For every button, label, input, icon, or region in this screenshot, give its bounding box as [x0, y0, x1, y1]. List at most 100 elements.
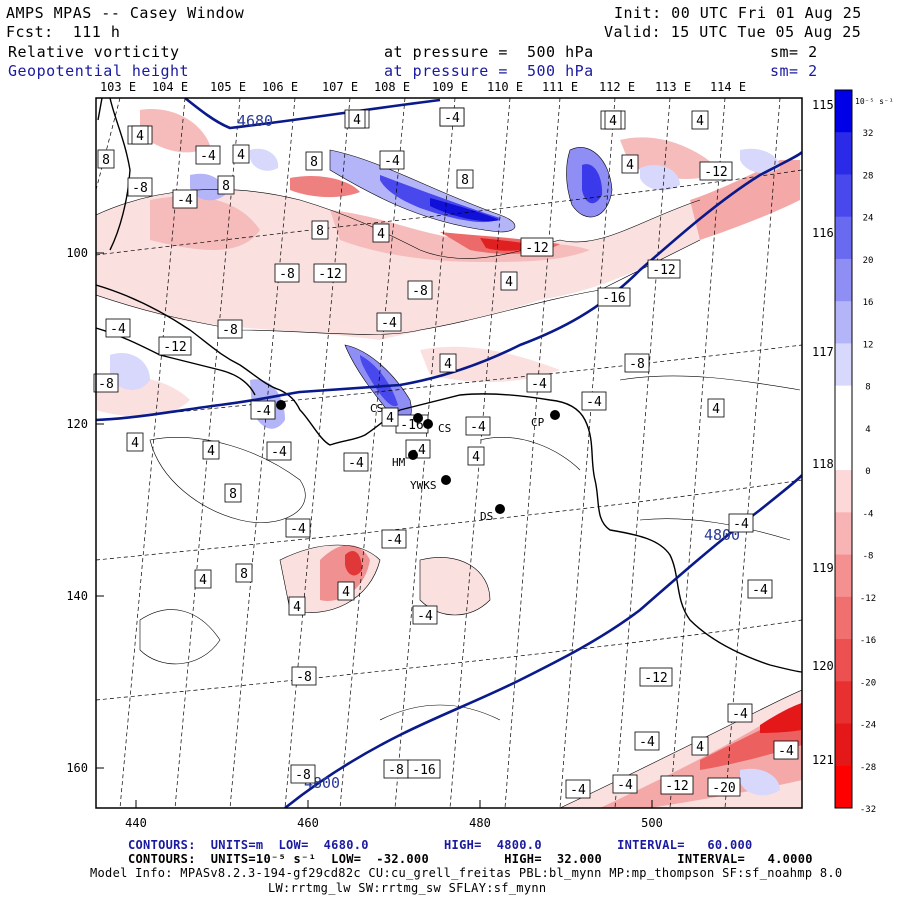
vorticity-contour-label: 4	[136, 129, 144, 144]
vorticity-contour-label: -4	[586, 395, 602, 410]
colorbar-swatch	[835, 427, 852, 471]
vorticity-label-box	[381, 407, 399, 427]
vorticity-contour-label: 4	[444, 357, 452, 372]
vorticity-label-box	[126, 432, 144, 452]
longitude-label: 104 E	[152, 80, 188, 94]
vorticity-contour-label: -4	[617, 778, 633, 793]
colorbar-tick-label: -28	[860, 763, 876, 773]
colorbar-tick-label: -4	[863, 509, 874, 519]
colorbar-tick-label: 16	[863, 298, 874, 308]
footer-vorticity-contours: CONTOURS: UNITS=10⁻⁵ s⁻¹ LOW= -32.000 HI…	[128, 852, 813, 866]
vorticity-contour-label: -8	[388, 763, 404, 778]
x-tick-label: 500	[641, 816, 663, 830]
vorticity-label-box	[699, 161, 733, 181]
positive-vorticity-area	[110, 352, 150, 390]
station-label: YWKS	[410, 479, 437, 492]
vorticity-contour-label: 4	[696, 114, 704, 129]
colorbar-swatch	[835, 343, 852, 387]
vorticity-label-box	[288, 596, 306, 616]
vorticity-label-box	[311, 220, 329, 240]
vorticity-label-box	[217, 175, 235, 195]
field2-smoothing: sm= 2	[770, 62, 818, 80]
vorticity-contour-label: -12	[318, 267, 341, 282]
vorticity-label-box	[407, 759, 441, 779]
positive-vorticity-area	[250, 148, 279, 171]
station-marker	[276, 400, 286, 410]
negative-vorticity-area	[690, 160, 800, 240]
vorticity-contour-label: -12	[644, 671, 667, 686]
vorticity-label-box	[376, 312, 402, 332]
longitude-label: 103 E	[100, 80, 136, 94]
longitude-label: 113 E	[655, 80, 691, 94]
vorticity-label-box	[773, 740, 799, 760]
vorticity-contour-label: -12	[665, 779, 688, 794]
vorticity-contour-label: -4	[384, 154, 400, 169]
vorticity-contour-label: -12	[652, 263, 675, 278]
vorticity-label-box	[727, 703, 753, 723]
vorticity-contour-label: 4	[696, 740, 704, 755]
colorbar-swatch	[835, 470, 852, 513]
y-tick-label: 120	[66, 417, 88, 431]
vorticity-label-box	[194, 569, 212, 589]
vorticity-label-box	[97, 149, 115, 169]
positive-vorticity-area	[740, 768, 780, 796]
footer-height-contours: CONTOURS: UNITS=m LOW= 4680.0 HIGH= 4800…	[128, 838, 753, 852]
vorticity-label-box	[105, 318, 131, 338]
vorticity-label-box	[93, 373, 119, 393]
y-axis-ticks: 100 120 140 160	[66, 246, 104, 775]
field2-name: Geopotential height	[8, 62, 190, 80]
map-frame	[95, 97, 803, 809]
vorticity-label-box	[172, 189, 198, 209]
colorbar-tick-label: 12	[863, 340, 874, 350]
vorticity-label-box	[235, 563, 253, 583]
vorticity-contour-label: 4	[199, 573, 207, 588]
vorticity-label-box	[439, 353, 457, 373]
vorticity-label-box	[660, 775, 694, 795]
vorticity-label-box	[520, 237, 554, 257]
vorticity-contour-label: 8	[461, 173, 469, 188]
colorbar-tick-label: 4	[865, 425, 870, 435]
vorticity-label-box	[412, 605, 438, 625]
vorticity-contour-label: -12	[163, 340, 186, 355]
field1-smoothing: sm= 2	[770, 43, 818, 61]
vorticity-contour-label: 8	[102, 153, 110, 168]
x-axis-ticks: 440 460 480 500	[125, 800, 663, 830]
vorticity-label-box	[597, 287, 631, 307]
vorticity-label-box	[266, 441, 292, 461]
longitude-label: 108 E	[374, 80, 410, 94]
vorticity-label-box	[224, 483, 242, 503]
vorticity-contour-label: -4	[732, 707, 748, 722]
negative-vorticity-max	[345, 550, 362, 576]
vorticity-contour-label: -4	[470, 420, 486, 435]
vorticity-contour-label: -4	[417, 609, 433, 624]
vorticity-label-box	[439, 107, 465, 127]
vorticity-label-box	[624, 353, 650, 373]
colorbar-tick-label: -24	[860, 721, 876, 731]
negative-vorticity-area	[150, 196, 260, 250]
colorbar-tick-label: 20	[863, 256, 874, 266]
station-marker	[495, 504, 505, 514]
longitude-label: 114 E	[710, 80, 746, 94]
vorticity-contour-label: 4	[505, 275, 513, 290]
longitude-label: 110 E	[487, 80, 523, 94]
colorbar-swatch	[835, 554, 852, 598]
vorticity-contour-label: -8	[98, 377, 114, 392]
product-title: AMPS MPAS -- Casey Window	[6, 4, 245, 22]
vorticity-label-box	[372, 223, 390, 243]
negative-vorticity-area	[420, 557, 490, 615]
colorbar-tick-label: -16	[860, 636, 876, 646]
vorticity-contour-label: 4	[377, 227, 385, 242]
longitude-labels: 103 E 104 E 105 E 106 E 107 E 108 E 109 E 110 E…	[100, 80, 746, 94]
colorbar-swatch	[835, 385, 852, 429]
y-tick-label: 140	[66, 589, 88, 603]
positive-vorticity-area	[190, 173, 225, 201]
station-label: HM	[392, 456, 406, 469]
vorticity-contour-label: 8	[240, 567, 248, 582]
vorticity-contour-label: 4	[293, 600, 301, 615]
vorticity-contour-label: 4	[342, 585, 350, 600]
vorticity-label-box	[526, 373, 552, 393]
colorbar-swatch	[835, 174, 852, 218]
vorticity-contour-label: -8	[295, 768, 311, 783]
init-time: Init: 00 UTC Fri 01 Aug 25	[614, 4, 862, 22]
